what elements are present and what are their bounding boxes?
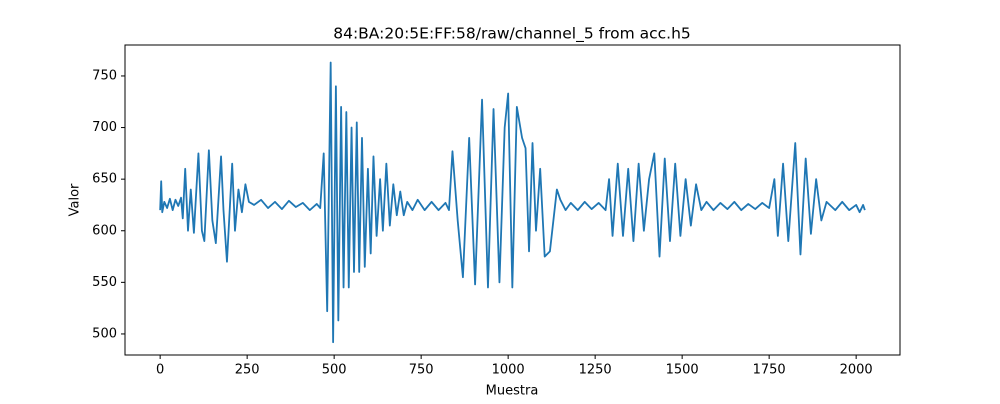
x-tick-label: 500 <box>322 363 347 378</box>
x-tick-label: 1000 <box>492 363 525 378</box>
y-tick-label: 500 <box>92 326 117 341</box>
x-tick-label: 250 <box>235 363 260 378</box>
y-tick-label: 700 <box>92 120 117 135</box>
y-tick-label: 550 <box>92 275 117 290</box>
x-tick-label: 0 <box>156 363 164 378</box>
x-tick-label: 1250 <box>579 363 612 378</box>
x-tick-label: 1750 <box>753 363 786 378</box>
x-axis-label: Muestra <box>486 384 539 399</box>
x-tick-label: 2000 <box>840 363 873 378</box>
chart-title: 84:BA:20:5E:FF:58/raw/channel_5 from acc… <box>333 25 691 44</box>
y-tick-label: 600 <box>92 223 117 238</box>
line-series <box>159 61 866 344</box>
x-tick-label: 1500 <box>666 363 699 378</box>
x-tick-label: 750 <box>409 363 434 378</box>
plot-frame <box>124 44 901 356</box>
y-tick-label: 650 <box>92 172 117 187</box>
y-tick-label: 750 <box>92 68 117 83</box>
y-axis-label: Valor <box>68 183 83 216</box>
